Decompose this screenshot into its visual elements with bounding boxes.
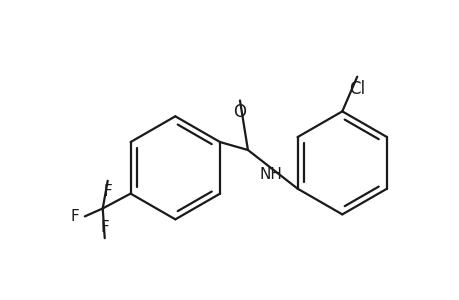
- Text: O: O: [233, 103, 246, 122]
- Text: F: F: [103, 184, 112, 199]
- Text: NH: NH: [259, 167, 281, 182]
- Text: F: F: [100, 220, 109, 235]
- Text: F: F: [70, 209, 79, 224]
- Text: Cl: Cl: [348, 80, 364, 98]
